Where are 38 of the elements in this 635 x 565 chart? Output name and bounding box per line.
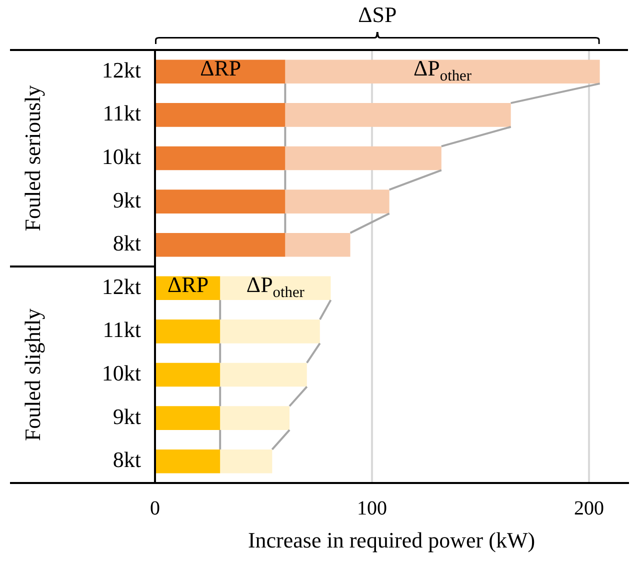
text: Fouled seriously	[20, 85, 45, 232]
x-axis-title: Increase in required power (kW)	[248, 528, 536, 553]
bar	[220, 362, 307, 387]
bar	[285, 146, 442, 170]
bar	[156, 60, 286, 84]
text: ΔSP	[358, 2, 397, 27]
y-tick-label: 10kt	[102, 360, 141, 386]
text: ΔRP	[168, 272, 209, 297]
y-tick-label: 9kt	[112, 404, 141, 429]
bar	[156, 190, 286, 214]
bar	[285, 190, 390, 214]
y-tick-label: 8kt	[112, 230, 141, 256]
bar	[156, 232, 286, 257]
bar	[220, 406, 290, 430]
y-tick-label: 11kt	[102, 100, 141, 126]
text: Fouled slightly	[20, 308, 45, 442]
x-tick-label: 0	[150, 497, 160, 520]
y-tick-label: 9kt	[112, 187, 141, 212]
x-tick-label: 200	[574, 497, 604, 520]
y-tick-label: 8kt	[112, 447, 141, 472]
bar	[220, 276, 331, 300]
y-tick-label: 12kt	[102, 57, 141, 82]
bar	[156, 362, 220, 387]
y-tick-label: 10kt	[102, 144, 141, 170]
bar	[156, 449, 220, 474]
bar	[156, 320, 220, 344]
bar	[285, 103, 511, 127]
series-label: ΔRP	[200, 55, 242, 80]
bar	[156, 103, 286, 127]
bar	[156, 406, 220, 430]
bar	[285, 232, 350, 257]
x-tick-label: 100	[356, 497, 387, 520]
y-tick-label: 11kt	[102, 317, 141, 342]
bar	[220, 320, 320, 344]
bar	[285, 60, 600, 84]
bar	[220, 449, 272, 474]
y-tick-label: 12kt	[102, 274, 141, 299]
bar	[156, 146, 286, 170]
